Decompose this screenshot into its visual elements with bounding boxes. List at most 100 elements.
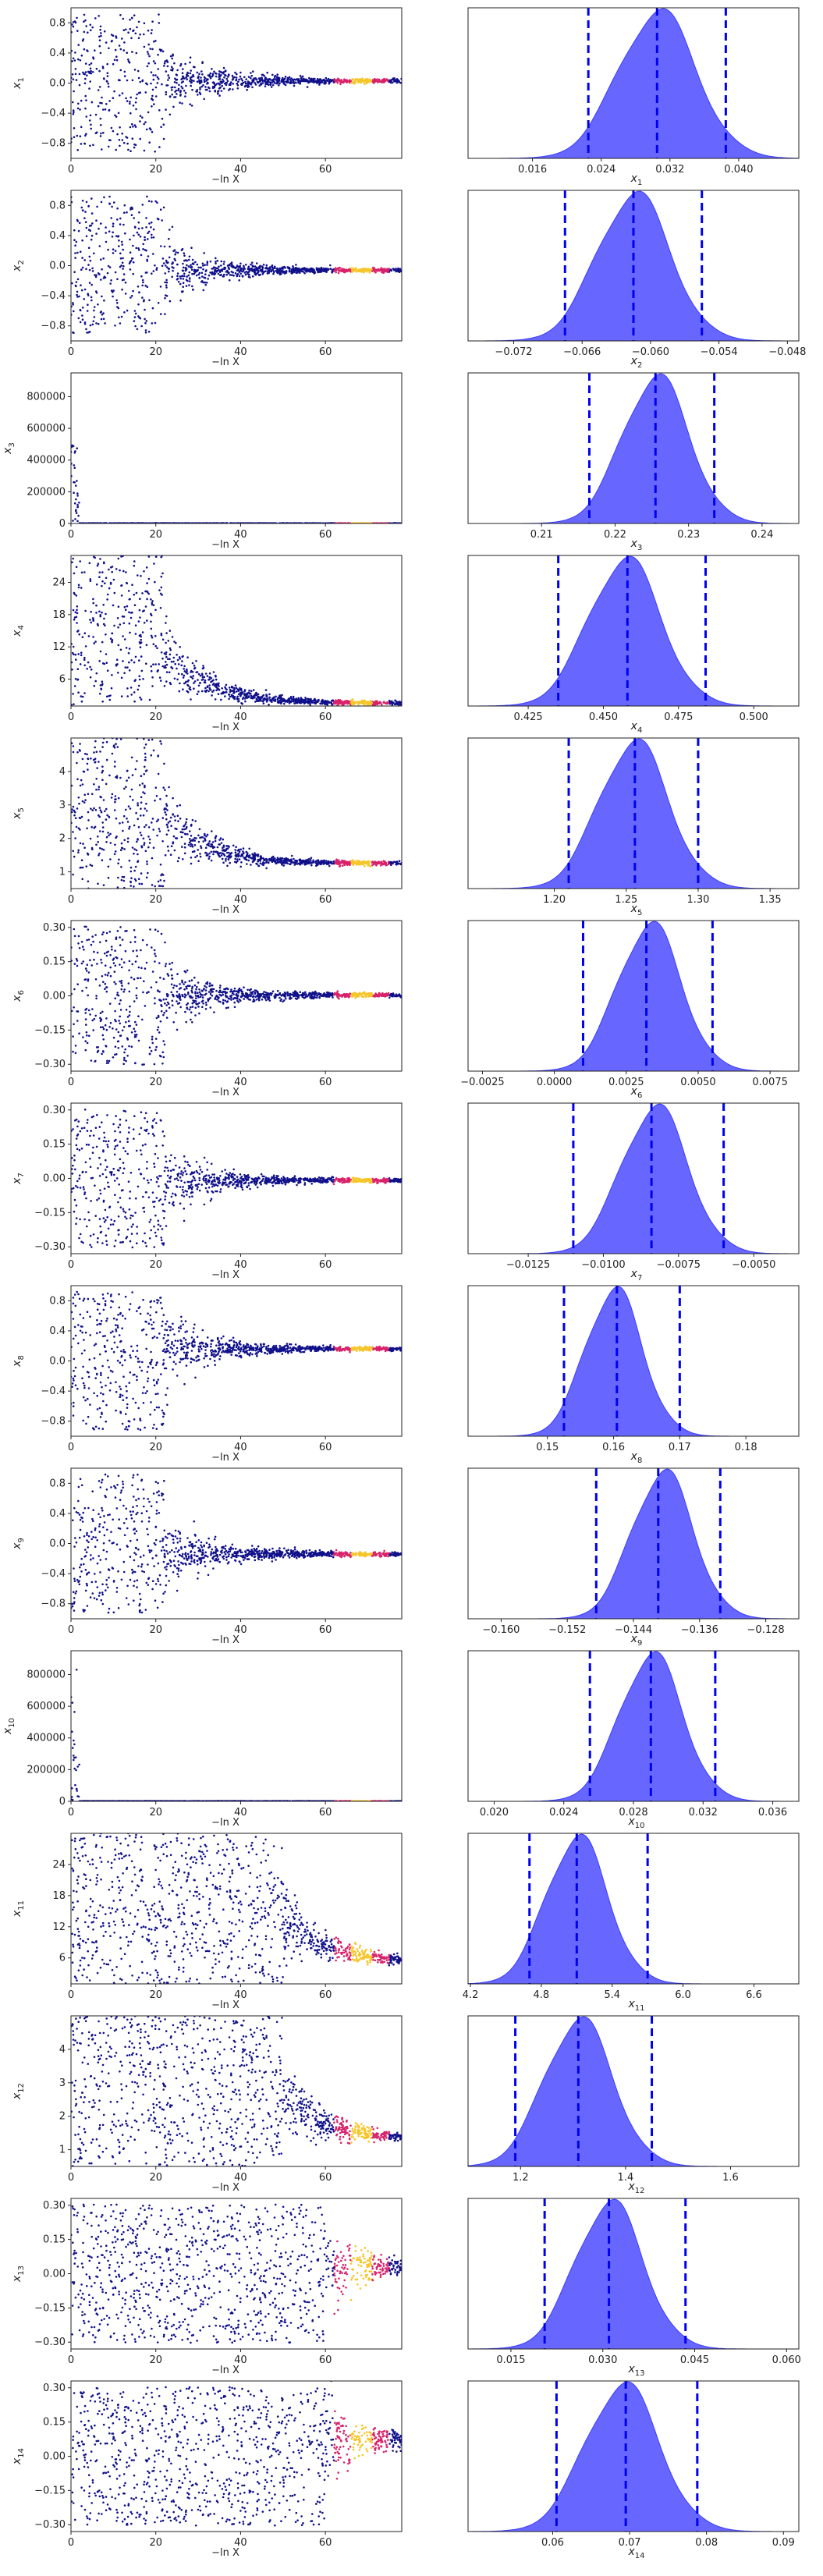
trace-point <box>279 699 282 701</box>
trace-point <box>118 317 120 319</box>
trace-point <box>124 606 126 609</box>
trace-point <box>140 655 143 658</box>
trace-point <box>98 228 100 230</box>
trace-point <box>250 77 252 80</box>
trace-point <box>132 137 134 140</box>
trace-point <box>147 53 150 55</box>
trace-point <box>135 656 137 658</box>
trace-point <box>85 645 87 648</box>
trace-point <box>246 89 248 91</box>
trace-point <box>135 768 137 771</box>
trace-point <box>108 86 110 88</box>
trace-point <box>108 48 110 50</box>
trace-point <box>185 259 187 261</box>
trace-point <box>166 671 169 673</box>
trace-point <box>211 690 214 693</box>
trace-point <box>392 82 394 84</box>
trace-point <box>123 880 126 882</box>
trace-point <box>162 257 165 260</box>
trace-point <box>178 88 180 90</box>
trace-point <box>179 65 182 67</box>
trace-point <box>242 691 244 694</box>
trace-point <box>130 687 133 689</box>
trace-point <box>263 264 265 266</box>
trace-point <box>204 833 206 836</box>
trace-point <box>82 200 84 202</box>
trace-point <box>179 646 181 648</box>
trace-point <box>135 633 137 635</box>
trace-points-2 <box>70 196 403 334</box>
trace-point <box>144 766 146 768</box>
trace-point <box>160 50 162 52</box>
trace-point <box>142 243 144 246</box>
trace-point <box>73 109 75 112</box>
trace-point <box>92 324 94 326</box>
trace-point <box>193 263 195 265</box>
trace-point <box>121 37 123 40</box>
trace-point <box>134 310 137 312</box>
trace-point <box>129 598 131 601</box>
trace-point <box>151 95 154 98</box>
trace-point <box>172 69 174 72</box>
trace-xlabel: −ln X <box>211 174 239 186</box>
trace-point <box>137 574 139 577</box>
trace-point <box>77 103 80 105</box>
trace-point <box>372 267 374 269</box>
trace-point <box>200 76 202 79</box>
trace-point <box>121 695 123 697</box>
trace-point <box>239 263 242 265</box>
trace-point <box>343 701 346 704</box>
trace-point <box>161 219 163 222</box>
trace-point <box>211 680 214 683</box>
trace-point <box>158 589 161 591</box>
trace-point <box>129 632 131 634</box>
trace-point <box>275 698 277 701</box>
trace-point <box>263 80 265 82</box>
trace-point <box>204 277 207 279</box>
trace-point <box>161 265 164 268</box>
trace-point <box>239 687 241 690</box>
trace-point <box>118 307 120 310</box>
trace-point <box>118 240 120 242</box>
trace-point <box>151 131 154 133</box>
trace-point <box>236 858 239 860</box>
trace-point <box>199 91 201 94</box>
trace-point <box>105 783 108 786</box>
trace-point <box>76 506 79 509</box>
trace-point <box>102 742 105 744</box>
trace-point <box>147 238 149 240</box>
trace-point <box>76 826 78 829</box>
trace-point <box>215 267 217 269</box>
trace-point <box>160 607 162 609</box>
trace-point <box>162 51 165 53</box>
trace-point <box>236 687 238 690</box>
trace-point <box>163 123 165 126</box>
trace-point <box>133 560 136 562</box>
trace-point <box>192 662 194 665</box>
trace-point <box>311 701 314 704</box>
trace-point <box>131 584 133 586</box>
trace-point <box>248 696 250 698</box>
trace-point <box>240 690 243 692</box>
trace-point <box>74 502 76 505</box>
trace-point <box>90 197 93 200</box>
trace-point <box>82 210 84 212</box>
trace-point <box>221 90 223 92</box>
trace-point <box>152 74 154 76</box>
trace-point <box>238 698 240 701</box>
trace-point <box>81 314 83 317</box>
trace-point <box>123 672 126 674</box>
trace-point <box>80 663 82 665</box>
trace-point <box>135 313 137 315</box>
trace-point <box>231 261 233 264</box>
trace-point <box>316 82 318 84</box>
trace-point <box>290 272 293 275</box>
trace-point <box>98 273 101 275</box>
trace-point <box>204 86 207 88</box>
trace-point <box>396 703 399 705</box>
trace-point <box>73 646 75 648</box>
trace-ytick-label: 200000 <box>27 486 66 498</box>
trace-point <box>90 284 93 286</box>
trace-point <box>353 80 356 82</box>
trace-point <box>142 80 144 82</box>
